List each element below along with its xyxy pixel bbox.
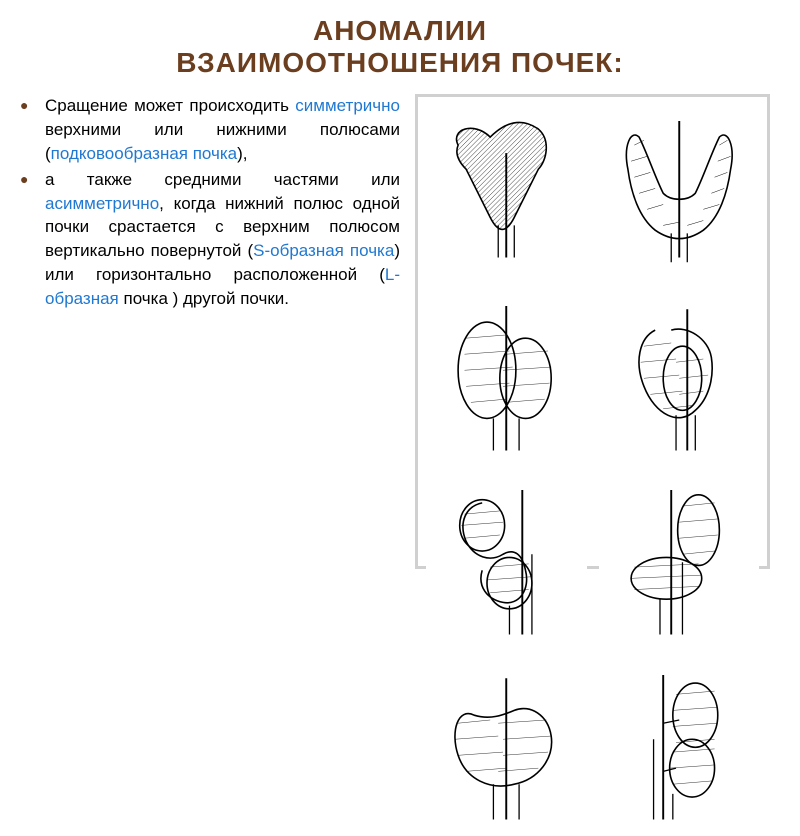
kidney-sketch-fused-b (599, 290, 760, 467)
text-column: Сращение может происходить симметрично в… (20, 94, 400, 569)
content-row: Сращение может происходить симметрично в… (20, 94, 780, 569)
highlight-text: симметрично (295, 96, 400, 115)
highlight-text: подковообразная почка (51, 144, 237, 163)
illustration-frame (415, 94, 770, 569)
title-line-2: ВЗАИМООТНОШЕНИЯ ПОЧЕК: (176, 47, 623, 78)
text-run: Сращение может происходить (45, 96, 295, 115)
list-item: Сращение может происходить симметрично в… (20, 94, 400, 165)
text-run: а также средними частями или (45, 170, 400, 189)
image-column (415, 94, 770, 569)
bullet-list: Сращение может происходить симметрично в… (20, 94, 400, 310)
slide-container: АНОМАЛИИ ВЗАИМООТНОШЕНИЯ ПОЧЕК: Сращение… (0, 0, 800, 600)
title-line-1: АНОМАЛИИ (313, 15, 487, 46)
kidney-sketch-lump (426, 659, 587, 836)
text-run: ), (237, 144, 247, 163)
kidney-sketch-horseshoe-lower (599, 105, 760, 282)
highlight-text: S-образная почка (253, 241, 394, 260)
slide-title: АНОМАЛИИ ВЗАИМООТНОШЕНИЯ ПОЧЕК: (20, 15, 780, 79)
kidney-sketch-fused-a (426, 290, 587, 467)
kidney-sketch-horseshoe-upper (426, 105, 587, 282)
text-run: почка ) другой почки. (119, 289, 289, 308)
kidney-sketch-crossed-fused (599, 659, 760, 836)
kidney-sketch-l-shaped (599, 474, 760, 651)
kidney-sketch-s-shaped (426, 474, 587, 651)
highlight-text: асимметрично (45, 194, 159, 213)
illustration-grid (426, 105, 759, 558)
list-item: а также средними частями или асимметричн… (20, 168, 400, 311)
